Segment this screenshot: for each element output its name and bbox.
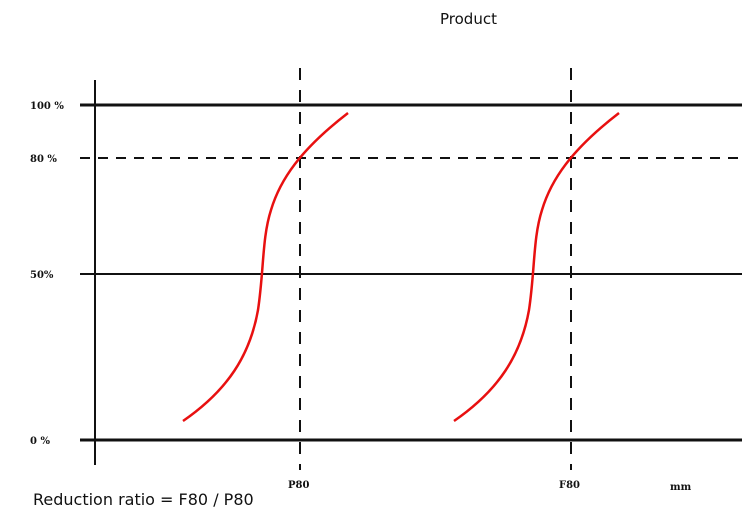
y-label-100: 100 % <box>30 101 64 112</box>
y-label-80: 80 % <box>30 154 57 165</box>
f80-label: F80 <box>559 480 580 491</box>
y-label-50: 50% <box>30 270 54 281</box>
product-label: Product <box>440 10 497 28</box>
p80-label: P80 <box>288 480 309 491</box>
reduction-ratio-caption: Reduction ratio = F80 / P80 <box>33 490 254 509</box>
feed-curve <box>453 112 620 423</box>
product-curve <box>182 112 349 423</box>
y-label-0: 0 % <box>30 436 50 447</box>
unit-label: mm <box>670 482 692 493</box>
